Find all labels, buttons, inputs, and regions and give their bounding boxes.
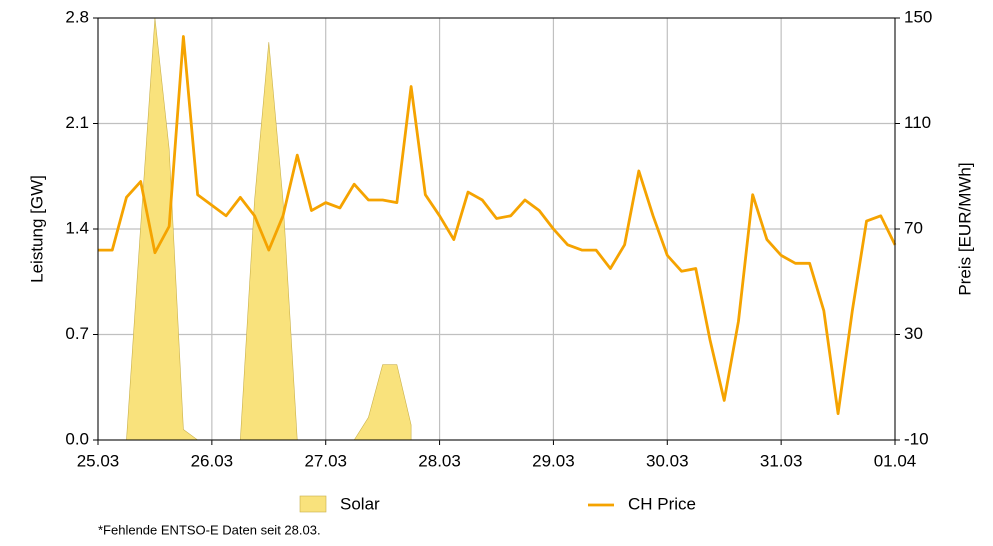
x-tick-label: 31.03 (760, 451, 803, 470)
y2-tick-label: 70 (904, 218, 923, 237)
legend-label: CH Price (628, 494, 696, 513)
x-tick-label: 28.03 (418, 451, 461, 470)
y2-tick-label: 150 (904, 7, 932, 26)
y2-tick-label: 30 (904, 324, 923, 343)
plot-frame (97, 17, 896, 441)
footnote: *Fehlende ENTSO-E Daten seit 28.03. (98, 522, 321, 537)
x-tick-label: 01.04 (874, 451, 917, 470)
x-tick-label: 27.03 (304, 451, 347, 470)
x-tick-label: 29.03 (532, 451, 575, 470)
y-tick-label: 0.7 (65, 324, 89, 343)
y-tick-label: 1.4 (65, 218, 89, 237)
price-line (98, 35, 897, 416)
y-tick-label: 0.0 (65, 429, 89, 448)
y2-tick-label: 110 (904, 113, 931, 132)
y-tick-label: 2.8 (65, 7, 89, 26)
x-tick-label: 30.03 (646, 451, 689, 470)
legend-swatch (299, 495, 327, 513)
legend-label: Solar (340, 494, 380, 513)
x-tick-label: 26.03 (191, 451, 234, 470)
y2-axis-label: Preis [EUR/MWh] (955, 162, 974, 295)
y-tick-label: 2.1 (65, 113, 89, 132)
y2-tick-label: -10 (904, 429, 929, 448)
x-tick-label: 25.03 (77, 451, 120, 470)
y-axis-label: Leistung [GW] (27, 175, 46, 283)
